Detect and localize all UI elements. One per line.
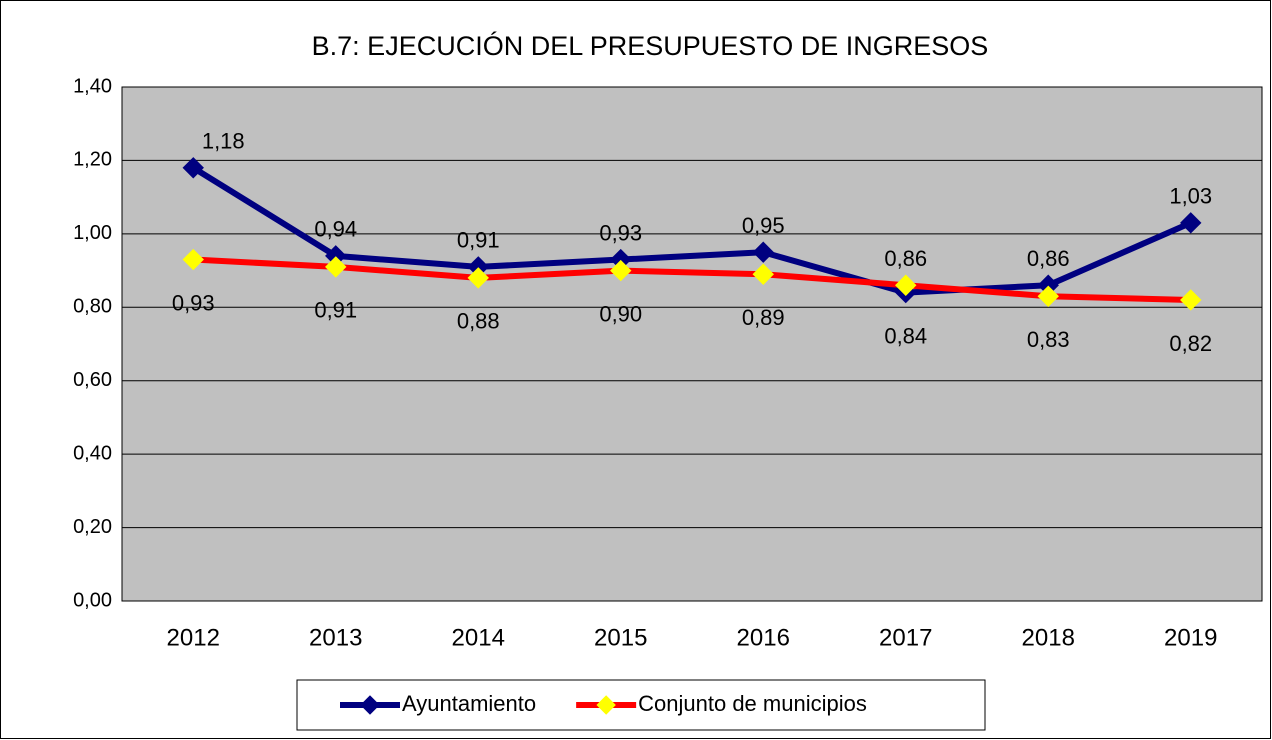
x-tick-label: 2014 (452, 624, 505, 651)
point-marker (182, 157, 204, 179)
x-tick-label: 2015 (594, 624, 647, 651)
point-marker (467, 267, 489, 289)
data-label: 0,94 (314, 217, 357, 242)
legend-marker (596, 695, 616, 715)
y-tick-label: 0,60 (73, 369, 112, 391)
point-marker (1037, 285, 1059, 307)
legend-marker (360, 695, 380, 715)
data-label: 0,84 (884, 323, 927, 348)
y-tick-label: 1,40 (73, 75, 112, 97)
data-label: 0,91 (314, 298, 357, 323)
point-marker (610, 259, 632, 282)
x-tick-label: 2013 (309, 624, 362, 651)
data-label: 0,93 (172, 290, 215, 315)
point-marker (752, 263, 774, 285)
chart-title: B.7: EJECUCIÓN DEL PRESUPUESTO DE INGRES… (312, 30, 989, 61)
legend (296, 679, 986, 731)
legend-label: Ayuntamiento (402, 691, 536, 716)
y-tick-label: 0,20 (73, 516, 112, 538)
data-label: 0,88 (457, 309, 500, 334)
point-marker (182, 248, 204, 271)
data-label: 0,95 (742, 213, 785, 238)
y-tick-label: 1,00 (73, 222, 112, 244)
data-label: 0,89 (742, 305, 785, 330)
series-line (193, 256, 1191, 303)
point-marker (1180, 289, 1202, 311)
y-tick-label: 0,80 (73, 296, 112, 318)
data-label: 0,90 (599, 301, 642, 326)
data-label: 0,86 (1027, 246, 1070, 271)
y-tick-label: 0,00 (73, 589, 112, 611)
data-label: 0,83 (1027, 327, 1070, 352)
x-tick-label: 2016 (737, 624, 790, 651)
point-marker (895, 274, 917, 296)
data-label: 0,82 (1169, 331, 1212, 356)
y-tick-label: 1,20 (73, 149, 112, 171)
x-tick-label: 2019 (1164, 624, 1217, 651)
point-marker (1180, 212, 1202, 234)
data-label: 1,03 (1169, 184, 1212, 209)
data-label: 0,93 (599, 220, 642, 245)
y-tick-label: 0,40 (73, 442, 112, 464)
x-tick-label: 2018 (1022, 624, 1075, 651)
data-label: 0,86 (884, 246, 927, 271)
legend-label: Conjunto de municipios (638, 691, 867, 716)
point-marker (325, 256, 347, 278)
plot-area (121, 86, 1263, 602)
x-tick-label: 2017 (879, 624, 932, 651)
x-tick-label: 2012 (167, 624, 220, 651)
data-label: 1,18 (202, 129, 245, 154)
data-label: 0,91 (457, 228, 500, 253)
point-marker (752, 241, 774, 263)
series-line (191, 165, 1192, 296)
